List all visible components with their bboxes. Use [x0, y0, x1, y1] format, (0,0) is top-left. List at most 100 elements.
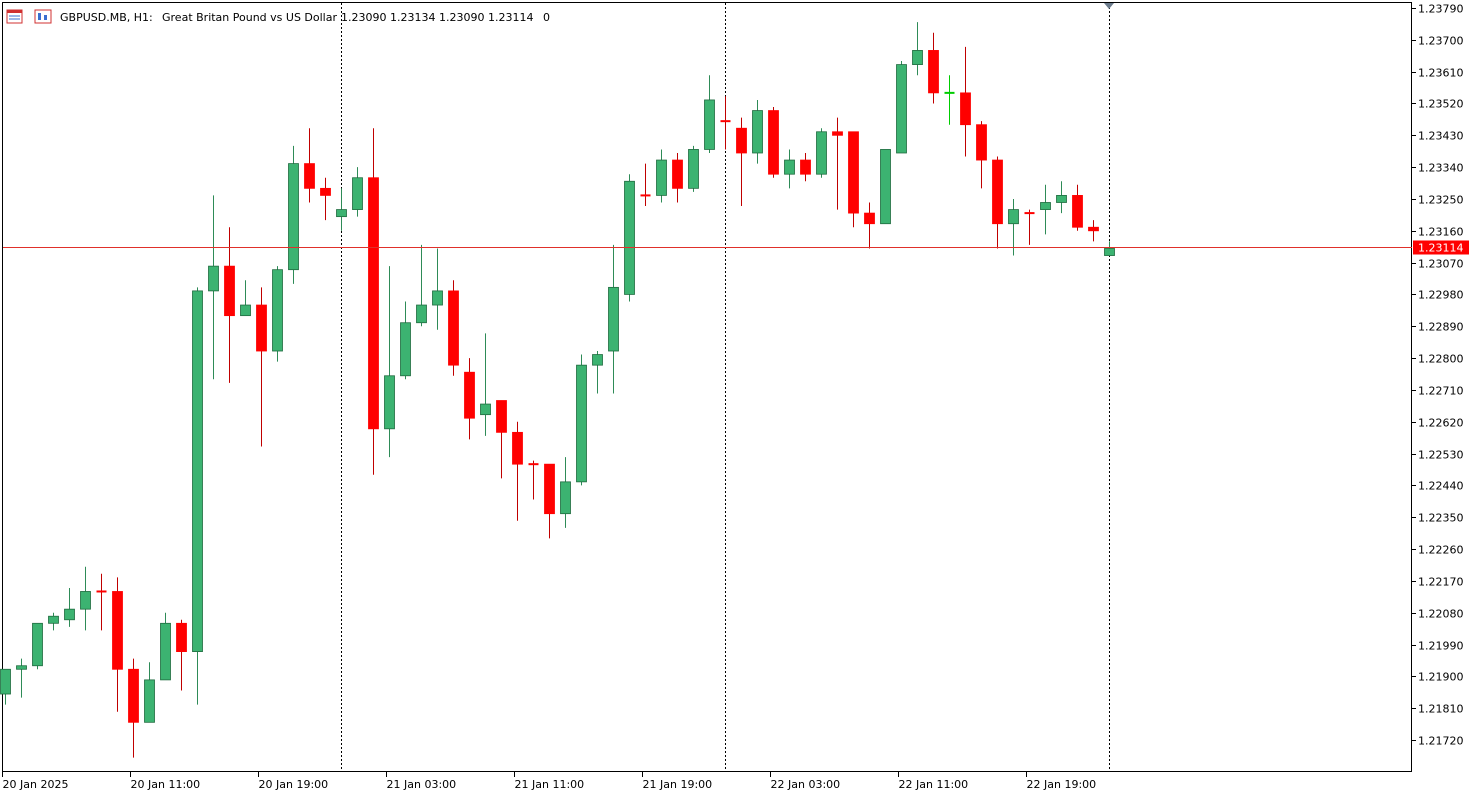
candle[interactable]	[768, 107, 779, 178]
candle[interactable]	[464, 358, 475, 440]
candle-body	[704, 99, 715, 150]
candle[interactable]	[432, 248, 443, 330]
chart-type-icon[interactable]	[34, 9, 52, 24]
candle[interactable]	[336, 188, 347, 231]
candle[interactable]	[928, 32, 939, 104]
candle[interactable]	[16, 658, 27, 698]
candle[interactable]	[528, 460, 539, 500]
candle-body	[80, 591, 91, 610]
candle-body	[128, 668, 139, 723]
y-tick-label: 1.23520	[1418, 98, 1464, 111]
candle[interactable]	[416, 244, 427, 327]
y-tick-label: 1.23160	[1418, 226, 1464, 239]
candle[interactable]	[240, 280, 251, 317]
candle[interactable]	[960, 46, 971, 157]
candle[interactable]	[32, 622, 43, 670]
candle[interactable]	[0, 668, 11, 705]
candle-body	[832, 131, 843, 136]
candle[interactable]	[688, 145, 699, 192]
candle[interactable]	[160, 612, 171, 681]
x-tick-label: 20 Jan 11:00	[131, 778, 201, 791]
candle[interactable]	[992, 156, 1003, 249]
candle[interactable]	[816, 128, 827, 178]
candle[interactable]	[288, 145, 299, 284]
candle[interactable]	[144, 662, 155, 723]
candle[interactable]	[192, 287, 203, 705]
candle[interactable]	[320, 177, 331, 221]
candle-body	[928, 50, 939, 94]
candle[interactable]	[384, 266, 395, 458]
candle[interactable]	[784, 149, 795, 189]
candle[interactable]	[1024, 209, 1035, 245]
candle[interactable]	[1040, 184, 1051, 235]
candle[interactable]	[560, 457, 571, 528]
candle[interactable]	[480, 333, 491, 436]
time-axis[interactable]: 20 Jan 2025 20 Jan 11:00 20 Jan 19:00 21 Ja…	[2, 772, 1097, 791]
candle[interactable]	[512, 421, 523, 521]
candle[interactable]	[128, 658, 139, 758]
candle[interactable]	[944, 75, 955, 125]
candle[interactable]	[496, 400, 507, 479]
candle-body	[160, 622, 171, 681]
candle[interactable]	[704, 75, 715, 153]
candle[interactable]	[1088, 220, 1099, 242]
candle[interactable]	[912, 22, 923, 76]
y-tick-label: 1.23340	[1418, 162, 1464, 175]
candle[interactable]	[896, 61, 907, 154]
y-tick-label: 1.22980	[1418, 289, 1464, 302]
candle[interactable]	[64, 587, 75, 627]
candle[interactable]	[624, 174, 635, 302]
candle-body	[800, 159, 811, 175]
candle[interactable]	[80, 566, 91, 631]
candle[interactable]	[656, 149, 667, 203]
candle[interactable]	[1008, 198, 1019, 256]
candle[interactable]	[224, 227, 235, 383]
candle[interactable]	[976, 121, 987, 189]
candle[interactable]	[592, 351, 603, 394]
window-icon[interactable]	[6, 9, 23, 24]
candle[interactable]	[176, 619, 187, 691]
candle[interactable]	[544, 463, 555, 539]
candle[interactable]	[112, 577, 123, 712]
candle-body	[672, 159, 683, 189]
candle-body	[592, 354, 603, 366]
candle[interactable]	[1104, 241, 1115, 256]
candles[interactable]	[0, 22, 1115, 758]
candle[interactable]	[48, 612, 59, 631]
candle[interactable]	[208, 195, 219, 380]
candle[interactable]	[448, 280, 459, 376]
candle[interactable]	[368, 128, 379, 475]
candle[interactable]	[640, 163, 651, 207]
candle[interactable]	[720, 96, 731, 150]
candle[interactable]	[1056, 181, 1067, 214]
candle[interactable]	[864, 202, 875, 249]
candle[interactable]	[400, 301, 411, 380]
candle[interactable]	[736, 117, 747, 207]
price-tag-box	[1413, 240, 1469, 255]
candle[interactable]	[96, 573, 107, 631]
candle-body	[224, 265, 235, 317]
candle[interactable]	[1072, 184, 1083, 231]
candle-body	[96, 590, 107, 593]
candle[interactable]	[800, 152, 811, 182]
candle-body	[608, 286, 619, 352]
candle-body	[416, 304, 427, 324]
candle[interactable]	[576, 354, 587, 486]
candle[interactable]	[672, 152, 683, 203]
candle[interactable]	[832, 117, 843, 210]
y-tick-label: 1.22440	[1418, 480, 1464, 493]
candle[interactable]	[752, 99, 763, 164]
candle-body	[448, 290, 459, 366]
candle[interactable]	[352, 167, 363, 217]
price-axis[interactable]: 1.23790 1.23700 1.23610 1.23520 1.23430 1.233…	[1412, 3, 1464, 748]
candle[interactable]	[272, 266, 283, 362]
x-tick-label: 22 Jan 03:00	[771, 778, 841, 791]
candle[interactable]	[848, 131, 859, 228]
y-tick-label: 1.23430	[1418, 130, 1464, 143]
candle[interactable]	[256, 287, 267, 447]
candle[interactable]	[608, 244, 619, 394]
candle[interactable]	[880, 149, 891, 225]
candle[interactable]	[304, 128, 315, 203]
